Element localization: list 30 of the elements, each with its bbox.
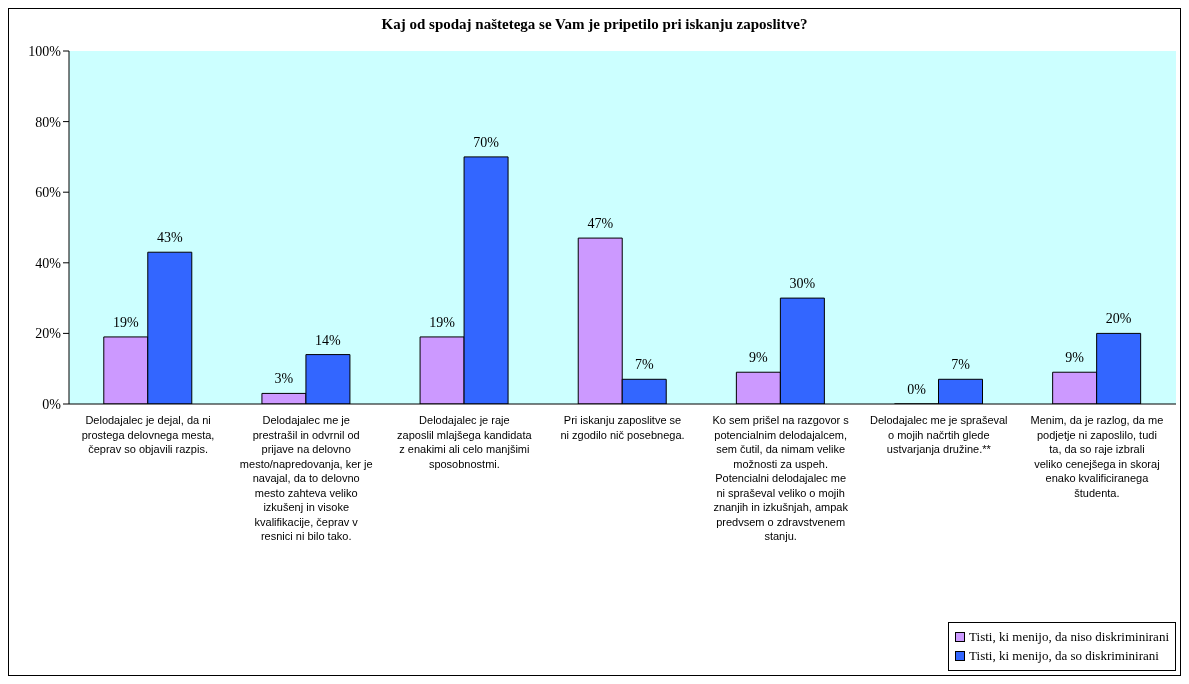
data-label: 3% (274, 371, 294, 387)
x-tick-label: Menim, da je razlog, da me podjetje ni zaposlilo, tudi ta, da so raje izbrali veliko cenejšega in skoraj enako kvalificiranega študenta. (1030, 414, 1164, 499)
data-label: 0% (907, 381, 927, 397)
legend-label: Tisti, ki menijo, da so diskriminirani (969, 648, 1159, 664)
y-tick-label: 100% (28, 43, 62, 59)
data-label: 47% (587, 216, 614, 232)
data-label: 9% (1065, 350, 1085, 366)
data-label: 43% (156, 230, 183, 246)
category-label: Delodajalec me je prestrašil in odvrnil od prijave na delovno mesto/napredovanja, ker je navajal, da to delovno mesto zahteva veliko izkušenj in visoke kvalifikacije, čeprav v resnici ni bilo tako. (239, 414, 373, 542)
y-tick-label: 80% (35, 114, 62, 130)
chart-title: Kaj od spodaj naštetega se Vam je pripetilo pri iskanju zaposlitve? (380, 15, 809, 34)
y-tick-label: 60% (35, 185, 62, 201)
data-label: 70% (473, 134, 500, 150)
data-label: 7% (951, 357, 971, 373)
x-tick-label: Delodajalec je dejal, da ni prostega delovnega mesta, čeprav so objavili razpis. (81, 414, 215, 455)
data-label: 30% (789, 276, 816, 292)
y-tick-label: 40% (35, 255, 62, 271)
y-tick-label: 0% (42, 396, 62, 412)
data-label: 20% (1105, 311, 1132, 327)
y-tick-label: 20% (35, 326, 62, 342)
data-label: 14% (315, 332, 342, 348)
category-label: Ko sem prišel na razgovor s potencialnim delodajalcem, sem čutil, da nimam velike možnosti za uspeh. Potencialni delodajalec me ni spraševal veliko o mojih znanjih in izkušnjah, ampak predvsem o zdravstvenem stanju. (712, 414, 849, 542)
legend-label: Tisti, ki menijo, da niso diskriminirani (969, 629, 1169, 645)
x-tick-label: Delodajalec me je spraševal o mojih načrtih glede ustvarjanja družine.** (870, 414, 1008, 455)
x-tick-label: Delodajalec je raje zaposlil mlajšega kandidata z enakimi ali celo manjšimi sposobnostmi. (397, 414, 533, 470)
data-label: 19% (112, 314, 139, 330)
data-label: 7% (634, 357, 654, 373)
x-tick-label: Pri iskanju zaposlitve se ni zgodilo nič posebnega. (560, 414, 685, 441)
data-label: 9% (749, 350, 769, 366)
data-label: 19% (429, 314, 456, 330)
